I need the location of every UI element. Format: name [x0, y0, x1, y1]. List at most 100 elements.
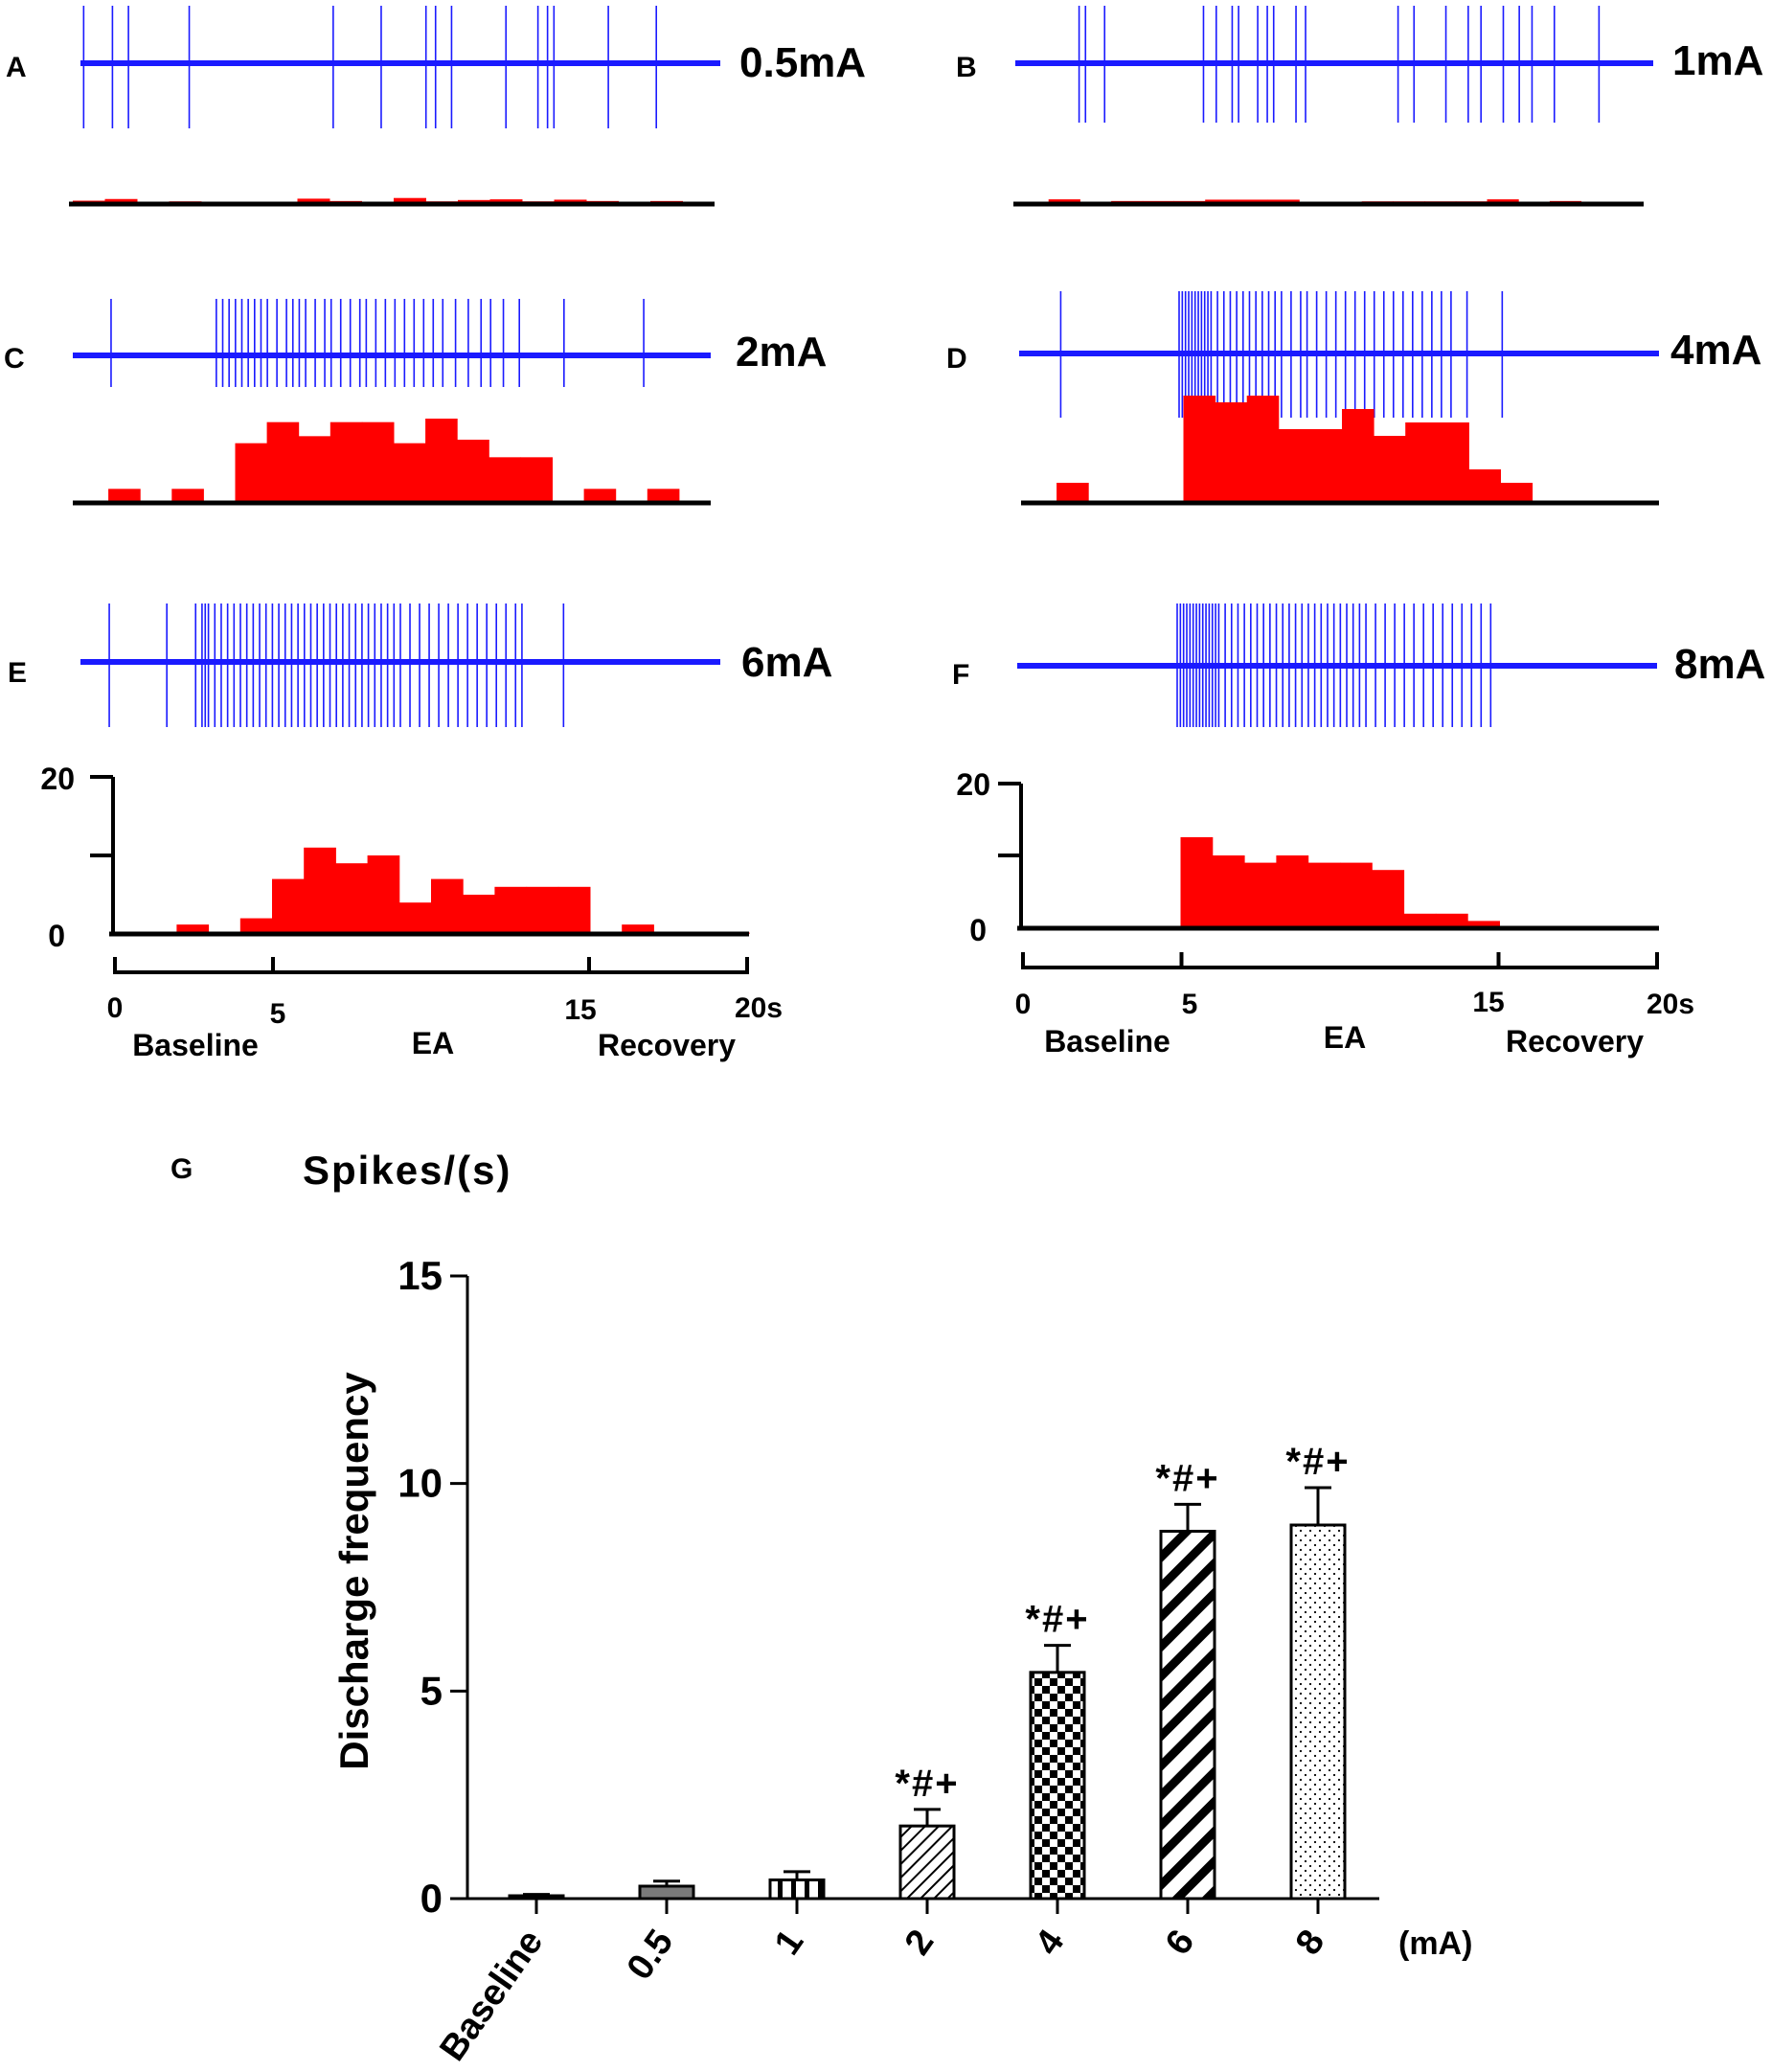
x-tick-label: Baseline — [432, 1923, 551, 2068]
histogram-bar — [457, 440, 489, 503]
intensity-label: 1mA — [1672, 37, 1763, 84]
y-tick-label: 20 — [40, 762, 75, 796]
bar — [898, 1824, 956, 1901]
y-tick-label: 0 — [48, 919, 65, 953]
intensity-label: 4mA — [1670, 327, 1761, 374]
histogram-bar — [104, 198, 138, 204]
panel-f: F 8mA 20 0 0 5 15 20s Baseline EA Recove… — [952, 603, 1765, 1059]
histogram-bar — [298, 436, 331, 503]
histogram-bar — [1500, 483, 1533, 503]
histogram-bar — [1403, 913, 1437, 928]
y-tick-label: 15 — [398, 1253, 443, 1298]
histogram-bar — [622, 924, 654, 934]
histogram-bar — [398, 902, 432, 934]
panel-letter: G — [170, 1153, 193, 1185]
histogram-bar — [1309, 429, 1343, 503]
histogram-bar — [1246, 396, 1280, 503]
histogram-bar — [647, 489, 680, 503]
histogram-bar — [1244, 862, 1277, 928]
panel-letter: C — [4, 343, 25, 375]
histogram-bar — [1180, 837, 1214, 928]
x-tick-label: 0 — [107, 992, 124, 1024]
histogram-bar — [488, 457, 521, 503]
bar — [508, 1894, 565, 1901]
intensity-label: 2mA — [736, 329, 827, 376]
panel-c: C 2mA — [4, 299, 827, 506]
x-tick-label: 20s — [735, 992, 783, 1024]
histogram-bar — [1374, 436, 1406, 503]
histogram-bar — [176, 924, 210, 934]
histogram-bar — [272, 878, 305, 934]
histogram-bar — [266, 421, 300, 503]
histogram-bar — [1467, 921, 1500, 928]
y-tick-label: 10 — [398, 1461, 443, 1506]
significance-label: *#+ — [1285, 1441, 1350, 1483]
phase-label: Recovery — [1506, 1024, 1644, 1059]
intensity-label: 8mA — [1674, 641, 1765, 688]
significance-label: *#+ — [1155, 1457, 1219, 1499]
significance-label: *#+ — [895, 1763, 959, 1805]
histogram-bar — [329, 421, 363, 503]
y-tick-label: 5 — [420, 1668, 443, 1713]
x-tick-label: 1 — [767, 1923, 812, 1962]
y-tick-label: 0 — [420, 1876, 443, 1921]
y-axis-label: Discharge frequency — [331, 1372, 376, 1770]
x-axis-unit: (mA) — [1398, 1925, 1472, 1962]
histogram-bar — [1435, 913, 1468, 928]
panel-g-bar-chart: G Spikes/(s) Discharge frequency (mA) 0 5… — [170, 1148, 1472, 2068]
histogram-bar — [1468, 469, 1501, 503]
histogram-bar — [494, 886, 528, 934]
histogram-bar — [425, 419, 458, 503]
x-tick-label: 5 — [1182, 989, 1198, 1020]
bar — [1029, 1671, 1086, 1901]
x-tick-label: 15 — [564, 994, 596, 1026]
histogram-bar — [1215, 402, 1248, 503]
histogram-bar — [520, 457, 553, 503]
bar — [768, 1878, 826, 1901]
histogram-bar — [367, 855, 400, 934]
x-tick-label: 6 — [1158, 1923, 1203, 1962]
histogram-bar — [239, 918, 273, 934]
histogram-bar — [304, 847, 336, 934]
panel-letter: E — [8, 657, 27, 689]
histogram-bar — [1372, 870, 1405, 928]
x-tick-label: 20s — [1647, 989, 1694, 1020]
phase-label: Recovery — [598, 1028, 736, 1062]
panel-e: E 6mA 20 0 0 5 15 20s Baseline EA Recove… — [8, 603, 832, 1062]
histogram-bar — [526, 886, 559, 934]
x-tick-label: 4 — [1028, 1923, 1073, 1962]
histogram-bar — [171, 489, 204, 503]
histogram-bar — [557, 886, 591, 934]
histogram-bar — [235, 443, 268, 503]
histogram-bar — [1340, 862, 1373, 928]
y-tick-label: 20 — [956, 767, 990, 802]
panel-d: D 4mA — [946, 291, 1761, 506]
histogram-bar — [361, 421, 395, 503]
phase-label: EA — [412, 1026, 454, 1060]
histogram-bar — [108, 489, 141, 503]
histogram-bar — [1056, 483, 1089, 503]
y-tick-label: 0 — [969, 913, 987, 947]
histogram-bar — [583, 489, 617, 503]
histogram-bar — [1276, 855, 1309, 928]
histogram-bar — [1278, 429, 1311, 503]
histogram-bar — [1437, 422, 1469, 503]
intensity-label: 6mA — [741, 639, 832, 686]
histogram-bar — [335, 863, 369, 934]
panel-letter: F — [952, 659, 969, 691]
phase-label: Baseline — [1044, 1024, 1170, 1059]
bar — [1289, 1523, 1347, 1901]
panel-a: A 0.5mA — [6, 6, 866, 207]
histogram-bar — [1405, 422, 1438, 503]
histogram-bar — [394, 443, 426, 503]
histogram-bar — [1307, 862, 1341, 928]
intensity-label: 0.5mA — [739, 39, 866, 86]
histogram-bar — [394, 197, 426, 204]
panel-letter: B — [956, 52, 977, 83]
phase-label: EA — [1324, 1020, 1366, 1055]
phase-label: Baseline — [132, 1028, 259, 1062]
panel-letter: A — [6, 52, 27, 83]
histogram-bar — [1342, 409, 1374, 503]
histogram-bar — [431, 878, 464, 934]
